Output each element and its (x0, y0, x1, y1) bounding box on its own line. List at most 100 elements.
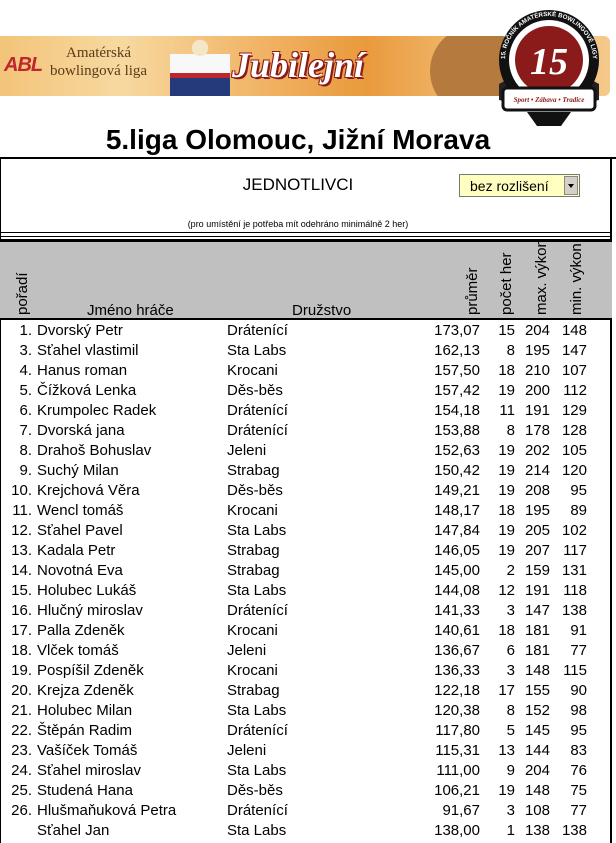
name-cell: Čížková Lenka (37, 382, 137, 399)
max-cell: 181 (524, 622, 550, 639)
name-cell: Holubec Lukáš (37, 582, 137, 599)
team-cell: Jeleni (227, 742, 267, 759)
games-cell: 18 (498, 622, 515, 639)
average-cell: 149,21 (434, 482, 480, 499)
max-cell: 195 (524, 342, 550, 359)
team-cell: Sta Labs (227, 822, 287, 839)
min-cell: 95 (570, 482, 587, 499)
min-cell: 102 (561, 522, 587, 539)
chevron-down-icon[interactable] (564, 176, 578, 195)
name-cell: Palla Zdeněk (37, 622, 125, 639)
max-cell: 191 (524, 402, 550, 419)
name-cell: Novotná Eva (37, 562, 123, 579)
rank-cell: 18. (11, 642, 32, 659)
column-header-name: Jméno hráče (87, 302, 174, 319)
max-cell: 145 (524, 722, 550, 739)
average-cell: 111,00 (436, 762, 480, 779)
rank-cell: 25. (11, 782, 32, 799)
average-cell: 106,21 (434, 782, 480, 799)
max-cell: 178 (524, 422, 550, 439)
max-cell: 204 (524, 762, 550, 779)
min-cell: 117 (563, 542, 587, 559)
max-cell: 207 (524, 542, 550, 559)
average-cell: 145,00 (434, 562, 480, 579)
name-cell: Wencl tomáš (37, 502, 124, 519)
table-header: pořadí Jméno hráče Družstvo průměr počet… (0, 239, 612, 320)
max-cell: 210 (524, 362, 550, 379)
team-cell: Děs-běs (227, 482, 283, 499)
games-cell: 8 (506, 342, 515, 359)
team-cell: Sta Labs (227, 342, 287, 359)
column-header-max: max. výkon (533, 239, 550, 315)
average-cell: 146,05 (434, 542, 480, 559)
column-header-avg: průměr (464, 267, 481, 315)
max-cell: 148 (524, 662, 550, 679)
average-cell: 153,88 (434, 422, 480, 439)
banner-subtitle: Amatérská bowlingová liga (50, 44, 147, 80)
max-cell: 208 (524, 482, 550, 499)
page-title: 5.liga Olomouc, Jižní Morava (105, 124, 491, 155)
table-row: 10. Krejchová Věra Děs-běs 149,21 19 208 95 (0, 482, 612, 502)
table-row: 17. Palla Zdeněk Krocani 140,61 18 181 91 (0, 622, 612, 642)
games-cell: 5 (506, 722, 515, 739)
filter-dropdown[interactable]: bez rozlišení (459, 174, 580, 197)
rank-cell: 13. (11, 542, 32, 559)
table-row: 18. Vlček tomáš Jeleni 136,67 6 181 77 (0, 642, 612, 662)
games-cell: 19 (498, 482, 515, 499)
max-cell: 108 (524, 802, 550, 819)
column-header-games: počet her (498, 252, 515, 315)
name-cell: Pospíšil Zdeněk (37, 662, 144, 679)
table-row: Sťahel Jan Sta Labs 138,00 1 138 138 (0, 822, 612, 842)
average-cell: 136,67 (434, 642, 480, 659)
games-cell: 9 (506, 762, 515, 779)
average-cell: 115,31 (435, 742, 480, 759)
min-cell: 138 (561, 602, 587, 619)
average-cell: 154,18 (434, 402, 480, 419)
team-cell: Drátenící (227, 322, 288, 339)
column-header-min: min. výkon (568, 243, 585, 315)
table-row: 9. Suchý Milan Strabag 150,42 19 214 120 (0, 462, 612, 482)
max-cell: 144 (524, 742, 550, 759)
rank-cell: 21. (11, 702, 32, 719)
min-cell: 77 (570, 642, 587, 659)
min-cell: 129 (561, 402, 587, 419)
name-cell: Studená Hana (37, 782, 133, 799)
table-row: 20. Krejza Zdeněk Strabag 122,18 17 155 90 (0, 682, 612, 702)
games-cell: 19 (498, 522, 515, 539)
min-cell: 128 (561, 422, 587, 439)
min-cell: 148 (561, 322, 587, 339)
table-row: 3. Sťahel vlastimil Sta Labs 162,13 8 195 147 (0, 342, 612, 362)
banner-subtitle-line1: Amatérská (66, 45, 132, 61)
section-title: JEDNOTLIVCI (242, 175, 354, 194)
average-cell: 122,18 (434, 682, 480, 699)
name-cell: Vašíček Tomáš (37, 742, 138, 759)
games-cell: 3 (506, 602, 515, 619)
name-cell: Štěpán Radim (37, 722, 133, 739)
rank-cell: 14. (11, 562, 32, 579)
table-frame (0, 158, 612, 843)
min-cell: 76 (570, 762, 587, 779)
banner-illustration (170, 36, 230, 96)
name-cell: Krejchová Věra (37, 482, 140, 499)
min-cell: 90 (570, 682, 587, 699)
name-cell: Krumpolec Radek (37, 402, 157, 419)
table-row: 6. Krumpolec Radek Drátenící 154,18 11 191 129 (0, 402, 612, 422)
table-row: 21. Holubec Milan Sta Labs 120,38 8 152 98 (0, 702, 612, 722)
table-row: 13. Kadala Petr Strabag 146,05 19 207 117 (0, 542, 612, 562)
max-cell: 181 (524, 642, 550, 659)
average-cell: 138,00 (434, 822, 480, 839)
team-cell: Jeleni (227, 442, 267, 459)
badge-number: 15 (530, 41, 568, 83)
team-cell: Drátenící (227, 602, 288, 619)
team-cell: Krocani (227, 502, 278, 519)
rank-cell: 17. (11, 622, 32, 639)
min-cell: 75 (570, 782, 587, 799)
games-cell: 1 (506, 822, 515, 839)
team-cell: Děs-běs (227, 382, 283, 399)
double-divider (0, 232, 612, 237)
games-cell: 8 (506, 422, 515, 439)
abl-logo: ABL (4, 54, 43, 76)
rank-cell: 10. (11, 482, 32, 499)
anniversary-badge: 15. ROČNÍK AMATÉRSKÉ BOWLINGOVÉ LIGY 15 … (499, 10, 599, 126)
min-cell: 107 (561, 362, 587, 379)
